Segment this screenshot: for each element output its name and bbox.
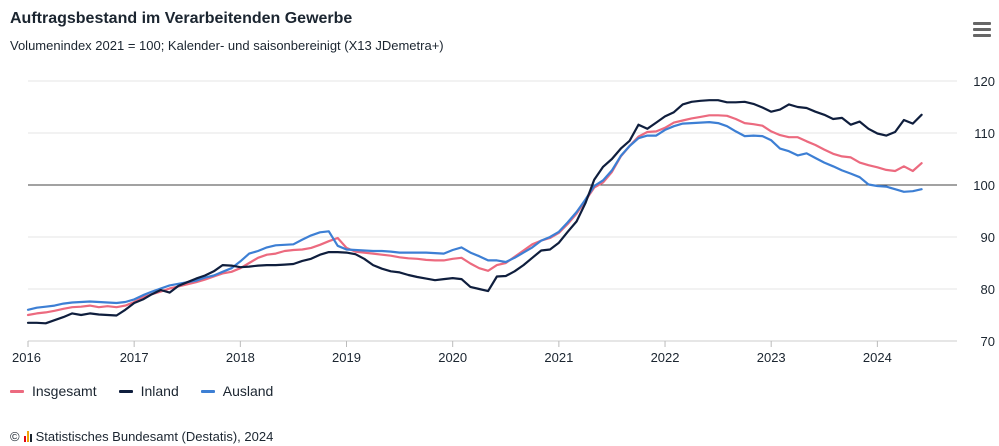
y-tick-label: 120: [973, 74, 995, 89]
menu-bar: [973, 34, 991, 37]
chart-title: Auftragsbestand im Verarbeitenden Gewerb…: [10, 10, 353, 27]
y-tick-label: 110: [974, 126, 995, 141]
destatis-logo-icon: [23, 431, 32, 442]
y-tick-label: 100: [973, 178, 995, 193]
x-tick-label: 2022: [651, 350, 680, 365]
x-tick-label: 2024: [863, 350, 892, 365]
legend-item-insgesamt[interactable]: Insgesamt: [10, 383, 97, 399]
menu-bar: [973, 28, 991, 31]
legend-label: Ausland: [222, 383, 274, 399]
series-line-ausland[interactable]: [26, 120, 923, 311]
y-tick-label: 90: [981, 230, 995, 245]
hamburger-menu-icon[interactable]: [973, 22, 991, 38]
legend-swatch-ausland: [200, 389, 215, 393]
y-tick-label: 70: [981, 334, 995, 349]
copyright-symbol: ©: [10, 429, 20, 444]
source-text: Statistisches Bundesamt (Destatis), 2024: [35, 429, 274, 444]
legend-swatch-inland: [118, 389, 133, 393]
chart-subtitle: Volumenindex 2021 = 100; Kalender- und s…: [10, 38, 444, 53]
menu-bar: [973, 22, 991, 25]
legend-label: Insgesamt: [32, 383, 97, 399]
x-tick-label: 2016: [12, 350, 41, 365]
legend-swatch-insgesamt: [10, 389, 24, 393]
x-tick-label: 2020: [438, 350, 467, 365]
series-line-inland[interactable]: [26, 99, 923, 325]
series-line-insgesamt[interactable]: [26, 114, 923, 317]
x-tick-label: 2019: [332, 350, 361, 365]
legend-item-ausland[interactable]: Ausland: [200, 383, 274, 399]
x-tick-label: 2023: [757, 350, 786, 365]
x-tick-label: 2018: [226, 350, 255, 365]
chart-legend: Insgesamt Inland Ausland: [10, 383, 273, 399]
y-tick-label: 80: [981, 282, 995, 297]
legend-label: Inland: [140, 383, 179, 399]
x-tick-label: 2021: [544, 350, 573, 365]
legend-item-inland[interactable]: Inland: [118, 383, 179, 399]
source-credit: © Statistisches Bundesamt (Destatis), 20…: [10, 429, 273, 444]
x-tick-label: 2017: [120, 350, 149, 365]
